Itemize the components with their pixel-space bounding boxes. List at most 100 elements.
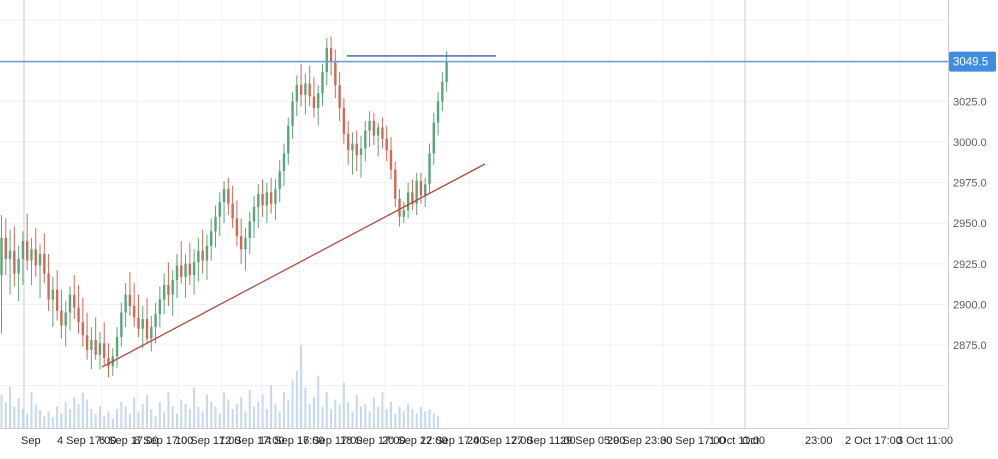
volume-bar (227, 399, 230, 428)
candle-body (329, 47, 333, 63)
candle-body (98, 343, 102, 355)
volume-bar (17, 398, 20, 428)
candle-layer (0, 36, 448, 378)
volume-bar (428, 409, 431, 428)
candle-body (364, 130, 367, 149)
volume-bar (60, 413, 63, 428)
candle-body (197, 250, 200, 263)
volume-bar (415, 413, 418, 428)
volume-bar (180, 399, 183, 428)
volume-bar (347, 401, 350, 428)
volume-bar (265, 409, 268, 428)
last-price-badge (949, 51, 996, 72)
volume-bar (377, 406, 380, 428)
candle-body (244, 237, 247, 250)
volume-bar (312, 397, 315, 428)
x-tick-label: 3 Oct 11:00 (897, 435, 953, 447)
volume-bar (274, 404, 277, 428)
candle-body (317, 93, 320, 108)
candle-body (355, 143, 358, 155)
volume-bar (47, 411, 50, 428)
candle-body (436, 101, 440, 123)
candle-body (13, 250, 16, 274)
candle-body (445, 61, 448, 82)
x-tick-label: 22 Sep 17:00 (420, 435, 485, 447)
volume-bar (385, 409, 388, 428)
volume-bar (304, 387, 307, 428)
candle-body (394, 169, 397, 199)
candle-body (321, 72, 324, 94)
candle-body (205, 245, 209, 261)
volume-bar (107, 411, 110, 428)
volume-bar (218, 413, 221, 428)
volume-bar (419, 406, 422, 428)
volume-bar (34, 404, 37, 428)
volume-layer (0, 344, 440, 428)
volume-bar (4, 401, 7, 428)
volume-bar (146, 394, 149, 428)
volume-bar (43, 416, 46, 428)
volume-bar (205, 394, 208, 428)
volume-bar (437, 416, 440, 428)
volume-bar (184, 404, 187, 428)
candle-body (235, 218, 239, 237)
candle-body (325, 47, 328, 73)
volume-bar (154, 416, 157, 428)
volume-bar (0, 394, 3, 428)
volume-bar (39, 410, 42, 428)
candle-body (257, 193, 260, 207)
candle-body (342, 107, 346, 134)
candle-body (304, 83, 307, 95)
volume-bar (98, 406, 101, 428)
axis-layer: 2875.0 2900.0 2925.0 2950.0 2975.0 3000.0 3025… (21, 51, 996, 447)
volume-bar (51, 417, 54, 428)
volume-bar (103, 416, 106, 428)
volume-bar (317, 375, 320, 428)
volume-bar (26, 413, 29, 428)
candle-body (411, 192, 414, 204)
candle-body (351, 143, 354, 151)
volume-bar (240, 397, 243, 428)
y-tick-label: 2975.0 (953, 178, 987, 190)
candle-body (184, 263, 187, 277)
volume-bar (9, 386, 12, 428)
candle-body (338, 85, 341, 108)
x-tick-label: 4 Sep 17:00 (57, 435, 116, 447)
volume-bar (360, 406, 363, 428)
candle-body (269, 192, 273, 204)
candle-body (107, 357, 110, 367)
volume-bar (150, 409, 153, 428)
candle-body (171, 280, 174, 295)
candle-body (167, 284, 170, 295)
volume-bar (171, 406, 174, 428)
candle-body (385, 138, 388, 151)
candle-body (389, 150, 393, 170)
candle-body (175, 265, 179, 281)
candle-body (192, 262, 196, 276)
candle-body (68, 294, 72, 313)
candle-body (154, 314, 157, 328)
candle-body (120, 312, 123, 337)
volume-bar (432, 413, 435, 428)
candle-body (210, 231, 213, 246)
volume-bar (201, 411, 204, 428)
volume-bar (291, 380, 294, 428)
y-tick-label: 2875.0 (953, 340, 987, 352)
candle-body (398, 198, 401, 217)
volume-bar (411, 409, 414, 428)
candle-body (128, 294, 132, 307)
candle-body (115, 336, 119, 357)
candle-body (85, 335, 89, 350)
volume-bar (287, 399, 290, 428)
candle-body (346, 133, 350, 151)
volume-bar (325, 392, 328, 428)
candle-body (150, 327, 153, 339)
candle-body (30, 249, 33, 261)
candle-body (415, 180, 418, 204)
volume-bar (308, 404, 311, 428)
candle-body (218, 202, 221, 217)
volume-bar (158, 401, 161, 428)
volume-bar (394, 413, 397, 428)
